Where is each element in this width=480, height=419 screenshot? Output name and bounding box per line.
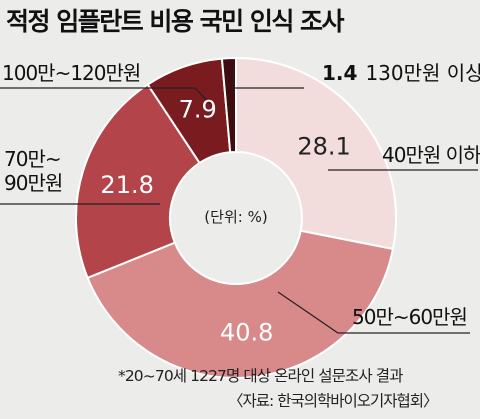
chart-title: 적정 임플란트 비용 국민 인식 조사	[6, 7, 345, 36]
leader-line-4	[232, 68, 304, 89]
source-credit: 〈자료: 한국의학바이오기자협회〉	[228, 392, 439, 410]
category-label-1: 50만~60만원	[352, 305, 467, 329]
category-text-4: 130만원 이상	[365, 61, 480, 85]
category-label-3: 100만~120만원	[2, 61, 140, 85]
unit-label: (단위: %)	[204, 208, 267, 226]
category-label-0: 40만원 이하	[382, 143, 480, 167]
leader-line-1	[277, 291, 470, 334]
category-label-4: 1.4 130만원 이상	[322, 61, 480, 85]
value-label-0: 28.1	[297, 133, 350, 161]
category-label-2-line-0: 70만~	[4, 147, 61, 171]
slice-2	[75, 83, 201, 280]
value-label-4: 1.4	[322, 61, 357, 85]
value-label-3: 7.9	[179, 95, 217, 123]
slice-1	[86, 229, 395, 379]
slice-0	[235, 56, 397, 251]
leader-line-3	[0, 87, 211, 105]
footnote: *20~70세 1227명 대상 온라인 설문조사 결과	[118, 367, 403, 385]
category-label-2-line-1: 90만원	[4, 171, 62, 195]
value-label-2: 21.8	[100, 171, 153, 199]
value-label-1: 40.8	[220, 318, 273, 346]
